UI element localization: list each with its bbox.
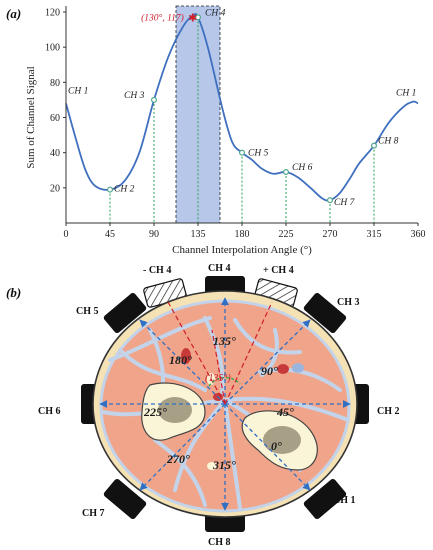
peak-marker: ✱ — [188, 12, 197, 24]
channel-marker — [151, 96, 158, 103]
vessel-6 — [207, 462, 217, 470]
channel-label: CH 2 — [114, 185, 135, 195]
ch5-label: CH 5 — [76, 306, 99, 317]
bones — [141, 382, 318, 471]
channel-label: CH 4 — [205, 8, 226, 18]
angle-225-label: 225° — [143, 405, 167, 419]
x-tick-label: 270 — [323, 229, 338, 240]
electrode-ch3 — [303, 292, 347, 334]
vessel-3 — [292, 363, 304, 373]
channel-label: CH 8 — [378, 137, 399, 147]
angle-45-label: 45° — [276, 405, 294, 419]
x-tick-label: 135 — [191, 229, 206, 240]
y-tick-label: 40 — [50, 148, 60, 159]
axes: 0 45 90 135 180 225 270 315 360 20 40 60 80 100 120 — [45, 6, 426, 240]
x-axis-title: Channel Interpolation Angle (°) — [172, 244, 312, 256]
channel-label: CH 5 — [248, 149, 269, 159]
channel-labels: CH 1 CH 2 CH 3 CH 4 CH 5 CH 6 CH 7 CH 8 CH 1 — [68, 8, 416, 208]
channel-label: CH 3 — [124, 91, 145, 101]
virtual-direction-lines — [167, 301, 273, 405]
x-tick-label: 90 — [149, 229, 159, 240]
x-tick-label: 45 — [105, 229, 115, 240]
vessel-2 — [277, 364, 289, 374]
channel-drop-lines — [109, 17, 375, 223]
signal-curve — [65, 12, 419, 202]
y-tick-label: 20 — [50, 183, 60, 194]
channel-marker — [371, 142, 378, 149]
vessel-1 — [181, 348, 191, 364]
red-line-peak — [211, 329, 226, 405]
direction-arrows — [99, 297, 351, 511]
panel-a-label: (a) — [6, 6, 21, 21]
x-tick-label: 180 — [235, 229, 250, 240]
channel-marker — [239, 149, 246, 156]
arrow-90 — [224, 319, 311, 405]
y-tick-label: 80 — [50, 78, 60, 89]
ch1-label: CH 1 — [333, 495, 356, 506]
channel-marker — [106, 186, 113, 193]
angle-0-label: 0° — [271, 439, 282, 453]
x-tick-label: 225 — [279, 229, 294, 240]
angle-135-label: 135° — [213, 334, 236, 348]
channel-marker — [195, 14, 202, 21]
electrode-ch7 — [103, 478, 147, 520]
y-tick-label: 100 — [45, 43, 60, 54]
ch4-label: CH 4 — [208, 263, 231, 274]
red-line-plus — [224, 301, 273, 405]
arrow-0 — [224, 403, 311, 491]
channel-label: CH 7 — [334, 198, 356, 208]
plus-ch4-label: + CH 4 — [263, 265, 294, 276]
x-tick-label: 360 — [411, 229, 426, 240]
ulna-marrow — [263, 426, 301, 454]
channel-label: CH 1 — [396, 88, 416, 98]
channel-markers — [106, 14, 378, 204]
y-axis-title: Sum of Channel Signal — [25, 66, 37, 168]
arrow-270 — [139, 403, 226, 491]
forearm-cross-section: CH 4 CH 3 CH 2 CH 1 CH 8 CH 7 CH 6 CH 5 … — [38, 263, 400, 548]
angle-315-label: 315° — [212, 458, 236, 472]
channel-label: CH 1 — [68, 86, 88, 96]
ch2-label: CH 2 — [377, 406, 400, 417]
minus-ch4-label: - CH 4 — [143, 265, 171, 276]
ch8-label: CH 8 — [208, 537, 231, 548]
channel-marker — [283, 169, 290, 176]
electrode-ch1 — [303, 478, 347, 520]
angle-90-label: 90° — [261, 364, 278, 378]
electrode-ch5 — [103, 292, 147, 334]
fascia-lines — [101, 316, 350, 510]
channel-label: CH 6 — [292, 163, 313, 173]
channel-marker — [327, 197, 334, 204]
vessels — [181, 348, 304, 470]
angle-270-label: 270° — [166, 452, 190, 466]
panel-b-label: (b) — [6, 285, 21, 300]
panel-a-chart: CH 1 CH 2 CH 3 CH 4 CH 5 CH 6 CH 7 CH 8 CH 1 0 45… — [25, 5, 426, 256]
red-line-minus — [167, 301, 226, 405]
peak-arc — [208, 377, 241, 387]
ch3-label: CH 3 — [337, 297, 360, 308]
peak-angle-label: (135°) — [205, 373, 231, 384]
x-tick-label: 315 — [367, 229, 382, 240]
y-tick-label: 120 — [45, 8, 60, 19]
ch6-label: CH 6 — [38, 406, 61, 417]
peak-label: (130°, 117) — [141, 12, 184, 23]
angle-180-label: 180° — [169, 353, 192, 367]
y-tick-label: 60 — [50, 113, 60, 124]
x-tick-label: 0 — [64, 229, 69, 240]
arrow-180 — [139, 319, 226, 405]
ch7-label: CH 7 — [82, 508, 105, 519]
